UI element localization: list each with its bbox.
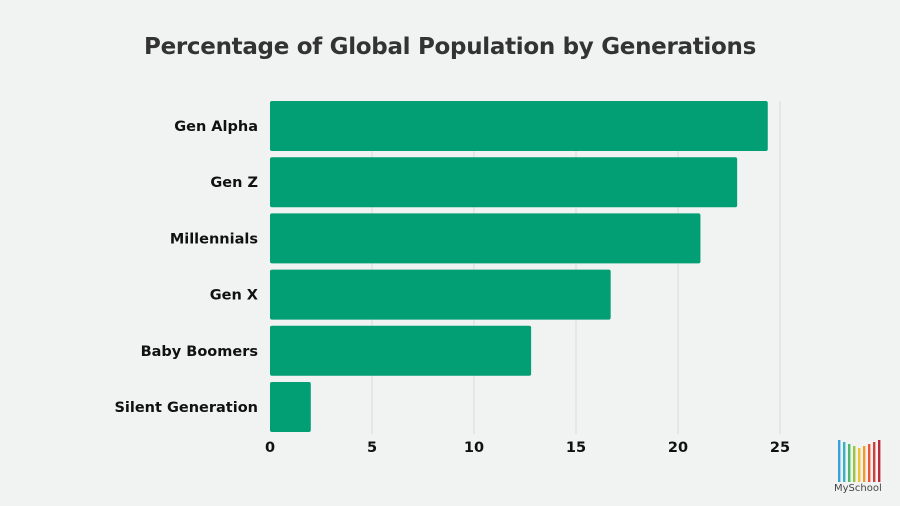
x-tick-label: 5 — [367, 440, 377, 456]
x-tick-label: 0 — [265, 440, 275, 456]
x-tick-label: 25 — [770, 440, 790, 456]
category-label: Millennials — [170, 231, 258, 247]
logo-stripe — [878, 440, 881, 482]
bar — [270, 325, 532, 376]
bar — [270, 101, 768, 151]
logo-stripe — [863, 446, 866, 482]
myschool-logo — [838, 440, 881, 482]
logo-stripe — [873, 442, 876, 482]
logo-stripe — [838, 440, 841, 482]
logo-stripe — [848, 444, 851, 482]
logo-stripe — [868, 444, 871, 482]
category-label: Gen Alpha — [174, 119, 258, 135]
bar — [270, 213, 701, 264]
bar — [270, 269, 611, 320]
logo-stripe — [858, 448, 861, 482]
chart-title: Percentage of Global Population by Gener… — [144, 34, 756, 60]
bar — [270, 382, 311, 432]
x-tick-label: 15 — [566, 440, 586, 456]
logo-text: MySchool — [834, 483, 882, 494]
logo-stripe — [853, 446, 856, 482]
logo-stripe — [843, 442, 846, 482]
category-label: Gen Z — [210, 175, 258, 191]
category-label: Silent Generation — [114, 400, 258, 416]
x-tick-label: 10 — [464, 440, 484, 456]
category-label: Gen X — [210, 288, 258, 304]
category-label: Baby Boomers — [141, 344, 258, 360]
bar — [270, 157, 738, 208]
x-tick-label: 20 — [668, 440, 688, 456]
